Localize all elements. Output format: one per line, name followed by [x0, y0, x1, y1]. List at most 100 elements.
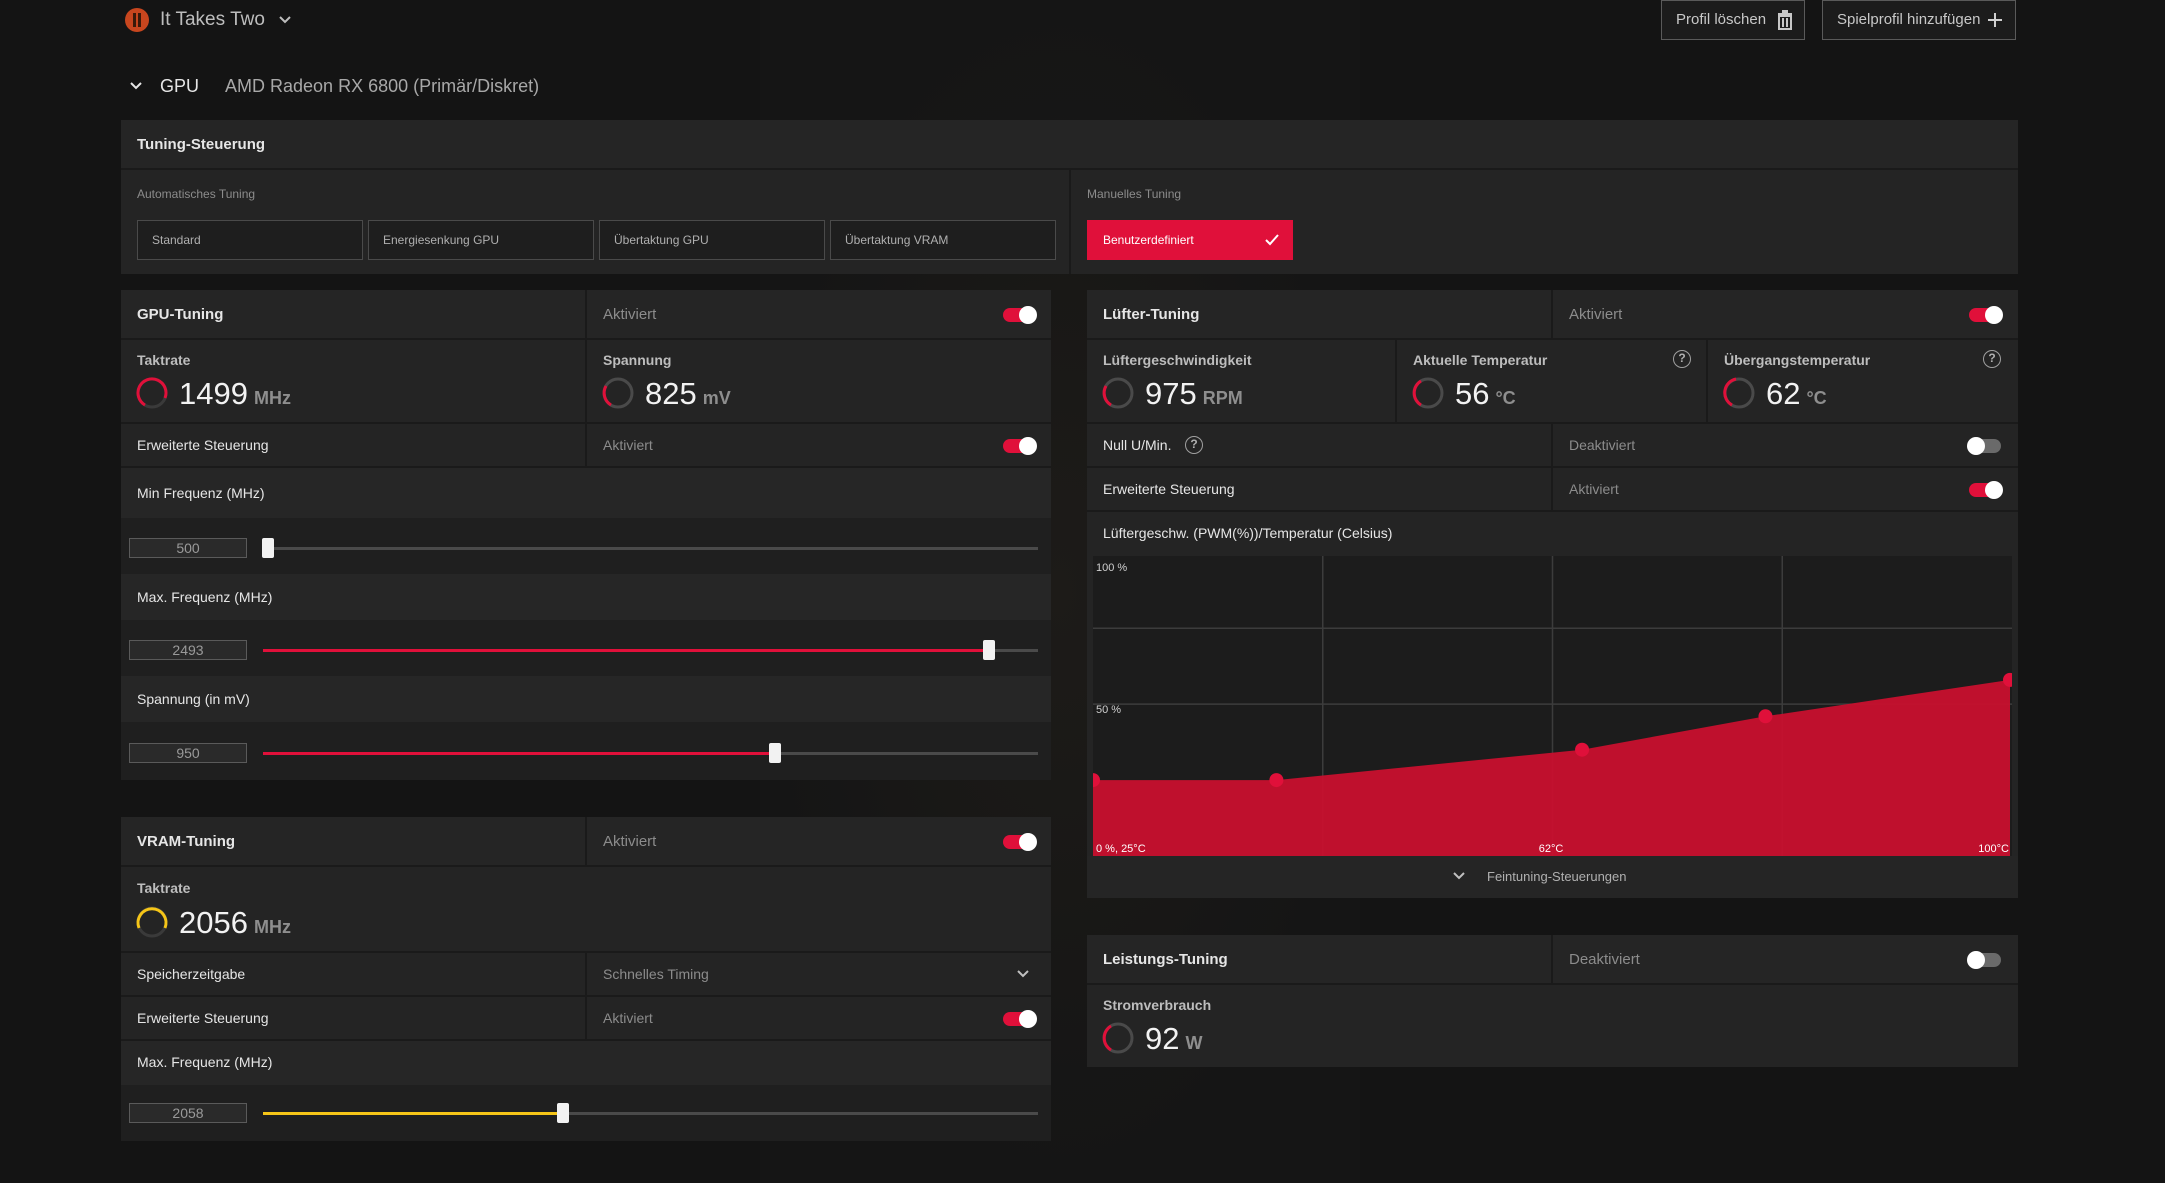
vram-max-freq-slider-fill	[263, 1112, 563, 1115]
gpu-voltage-gauge-icon	[602, 377, 634, 409]
gpu-clock-unit: MHz	[253, 388, 291, 408]
vram-max-freq-input[interactable]: 2058	[129, 1103, 247, 1123]
fan-curve-title: Lüftergeschw. (PWM(%))/Temperatur (Celsi…	[1103, 525, 1393, 541]
current-temp-gauge-icon	[1412, 377, 1444, 409]
manual-tuning-label: Manuelles Tuning	[1087, 187, 1182, 201]
delete-profile-label: Profil löschen	[1676, 11, 1767, 28]
fan-curve-point[interactable]	[1575, 742, 1590, 757]
current-temp-unit: °C	[1495, 388, 1516, 408]
power-tuning-toggle[interactable]	[1967, 951, 2001, 969]
max-freq-label: Max. Frequenz (MHz)	[137, 589, 273, 605]
fan-speed-label: Lüftergeschwindigkeit	[1103, 352, 1252, 368]
vram-clock-label: Taktrate	[137, 880, 191, 896]
power-gauge-icon	[1102, 1022, 1134, 1054]
vram-max-freq-slider-thumb[interactable]	[557, 1103, 569, 1123]
auto-option-label: Energiesenkung GPU	[383, 233, 500, 247]
fan-curve-point[interactable]	[1093, 773, 1100, 788]
vram-clock-unit: MHz	[253, 917, 291, 937]
min-freq-input[interactable]: 500	[129, 538, 247, 558]
power-consumption-label: Stromverbrauch	[1103, 997, 1212, 1013]
chevron-down-icon	[279, 16, 291, 24]
auto-option-label: Standard	[152, 233, 201, 247]
power-value: 92	[1145, 1021, 1180, 1056]
help-icon[interactable]: ?	[1185, 436, 1203, 454]
voltage-mv-slider-thumb[interactable]	[769, 743, 781, 763]
power-unit: W	[1185, 1033, 1203, 1053]
gpu-advanced-toggle[interactable]	[1003, 437, 1037, 455]
zero-rpm-toggle[interactable]	[1967, 437, 2001, 455]
vram-advanced-status: Aktiviert	[603, 1010, 653, 1026]
junction-temp-gauge-icon	[1723, 377, 1755, 409]
vram-clock-gauge-icon	[136, 906, 168, 938]
max-freq-input[interactable]: 2493	[129, 640, 247, 660]
fan-curve-point[interactable]	[1269, 773, 1284, 788]
gpu-tuning-title: GPU-Tuning	[137, 306, 224, 323]
fan-speed-value: 975	[1145, 376, 1197, 411]
min-freq-label: Min Frequenz (MHz)	[137, 485, 265, 501]
gpu-tuning-panel: GPU-Tuning Aktiviert Taktrate 1499 MHz Sp…	[121, 290, 1051, 780]
vram-tuning-panel: VRAM-Tuning Aktiviert Taktrate 2056 MHz S…	[121, 817, 1051, 1141]
vram-advanced-toggle[interactable]	[1003, 1010, 1037, 1028]
zero-rpm-status: Deaktiviert	[1569, 437, 1636, 453]
max-freq-slider-thumb[interactable]	[983, 640, 995, 660]
fan-curve-point[interactable]	[1758, 709, 1773, 724]
vram-tuning-toggle[interactable]	[1003, 833, 1037, 851]
fan-advanced-toggle[interactable]	[1969, 481, 2003, 499]
x-tick-label: 62°C	[1539, 843, 1564, 855]
gpu-device-name: AMD Radeon RX 6800 (Primär/Diskret)	[225, 75, 540, 96]
delete-profile-button[interactable]: Profil löschen	[1661, 0, 1805, 40]
chevron-down-icon	[1017, 970, 1029, 978]
vram-tuning-status: Aktiviert	[603, 833, 657, 850]
gpu-label: GPU	[160, 75, 200, 96]
memory-timing-value: Schnelles Timing	[603, 966, 709, 982]
gpu-voltage-label: Spannung	[603, 352, 672, 368]
fan-advanced-label: Erweiterte Steuerung	[1103, 481, 1235, 497]
fine-tuning-toggle[interactable]: Feintuning-Steuerungen	[1087, 856, 2018, 898]
voltage-mv-input[interactable]: 950	[129, 743, 247, 763]
vram-tuning-title: VRAM-Tuning	[137, 833, 236, 850]
max-freq-slider-fill	[263, 649, 989, 652]
tuning-control-panel: Tuning-Steuerung Automatisches Tuning St…	[121, 120, 2018, 274]
gpu-voltage-unit: mV	[702, 388, 731, 408]
junction-temp-value: 62	[1766, 376, 1801, 411]
vram-max-freq-slider-track[interactable]	[263, 1112, 1038, 1115]
zero-rpm-label: Null U/Min.	[1103, 437, 1172, 453]
help-icon[interactable]: ?	[1673, 350, 1691, 368]
auto-tuning-standard-button[interactable]: Standard	[137, 220, 363, 260]
current-temp-label: Aktuelle Temperatur	[1413, 352, 1548, 368]
fan-curve-chart[interactable]: 100 % 50 % 0 %, 25°C 62°C 100°C	[1093, 556, 2012, 856]
add-game-profile-button[interactable]: Spielprofil hinzufügen	[1822, 0, 2016, 40]
power-tuning-status: Deaktiviert	[1569, 951, 1640, 968]
auto-tuning-label: Automatisches Tuning	[137, 187, 256, 201]
gpu-section-header[interactable]: GPU AMD Radeon RX 6800 (Primär/Diskret)	[128, 72, 539, 100]
y-tick-label: 100 %	[1096, 562, 1127, 574]
auto-tuning-overclock-gpu-button[interactable]: Übertaktung GPU	[599, 220, 825, 260]
help-icon[interactable]: ?	[1983, 350, 2001, 368]
game-profile-selector[interactable]: It Takes Two	[124, 6, 293, 34]
gpu-clock-label: Taktrate	[137, 352, 191, 368]
vram-max-freq-label: Max. Frequenz (MHz)	[137, 1054, 273, 1070]
x-tick-label: 100°C	[1978, 843, 2009, 855]
fan-speed-gauge-icon	[1102, 377, 1134, 409]
game-profile-icon	[125, 8, 149, 32]
gpu-tuning-toggle[interactable]	[1003, 306, 1037, 324]
fan-curve-point[interactable]	[2003, 672, 2012, 687]
auto-tuning-overclock-vram-button[interactable]: Übertaktung VRAM	[830, 220, 1056, 260]
gpu-advanced-status: Aktiviert	[603, 437, 653, 453]
auto-tuning-undervolt-button[interactable]: Energiesenkung GPU	[368, 220, 594, 260]
junction-temp-unit: °C	[1806, 388, 1827, 408]
voltage-mv-slider-fill	[263, 752, 775, 755]
fine-tuning-label: Feintuning-Steuerungen	[1487, 869, 1627, 884]
vram-advanced-label: Erweiterte Steuerung	[137, 1010, 269, 1026]
junction-temp-label: Übergangstemperatur	[1724, 352, 1871, 368]
gpu-voltage-value: 825	[645, 376, 697, 411]
gpu-clock-value: 1499	[179, 376, 248, 411]
gpu-advanced-label: Erweiterte Steuerung	[137, 437, 269, 453]
manual-custom-button[interactable]: Benutzerdefiniert	[1087, 220, 1293, 260]
fan-tuning-panel: Lüfter-Tuning Aktiviert Lüftergeschwindi…	[1087, 290, 2018, 898]
fan-tuning-toggle[interactable]	[1969, 306, 2003, 324]
min-freq-slider-thumb[interactable]	[262, 538, 274, 558]
memory-timing-dropdown[interactable]: Schnelles Timing	[587, 953, 1051, 995]
min-freq-slider-track[interactable]	[266, 547, 1038, 550]
voltage-mv-label: Spannung (in mV)	[137, 691, 250, 707]
